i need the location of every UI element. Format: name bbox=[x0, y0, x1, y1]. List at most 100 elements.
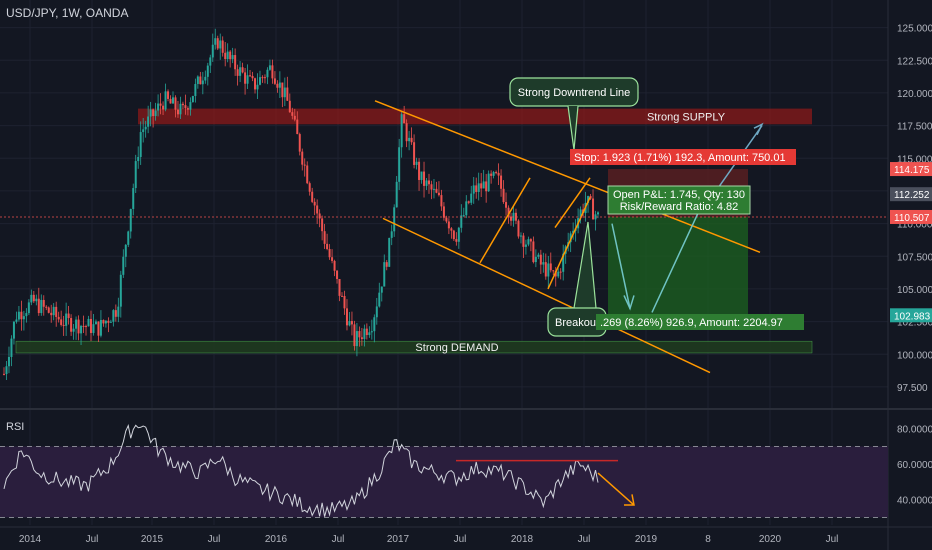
candle-body bbox=[514, 212, 517, 221]
candle-body bbox=[338, 279, 341, 296]
target-label-group: .269 (8.26%) 926.9, Amount: 2204.97 bbox=[596, 314, 804, 330]
candle-body bbox=[159, 103, 162, 106]
candle-body bbox=[447, 221, 450, 229]
candle-body bbox=[94, 321, 97, 325]
candle-body bbox=[480, 183, 483, 189]
candle-body bbox=[214, 38, 217, 45]
candle-body bbox=[137, 156, 140, 162]
candle-body bbox=[348, 321, 351, 326]
candle-body bbox=[383, 262, 386, 287]
candle-body bbox=[345, 308, 348, 326]
candle-body bbox=[301, 151, 304, 165]
candle-body bbox=[522, 235, 525, 247]
candle-body bbox=[291, 112, 294, 116]
candle-body bbox=[104, 320, 107, 324]
candle-body bbox=[341, 295, 344, 297]
candle-body bbox=[390, 231, 393, 238]
candle-body bbox=[35, 298, 38, 302]
candle-body bbox=[440, 195, 443, 207]
candle-body bbox=[87, 318, 90, 327]
candle-body bbox=[152, 109, 155, 117]
time-tick-label: 2016 bbox=[265, 534, 288, 545]
candle-body bbox=[281, 82, 284, 98]
candle-body bbox=[191, 96, 194, 103]
candle-body bbox=[398, 147, 401, 182]
candle-body bbox=[201, 80, 204, 85]
rsi-title: RSI bbox=[6, 421, 24, 433]
time-tick-label: 2017 bbox=[387, 534, 410, 545]
candle-body bbox=[495, 172, 498, 174]
candle-body bbox=[278, 82, 281, 88]
candle-body bbox=[206, 65, 209, 77]
candle-body bbox=[286, 87, 289, 101]
candle-body bbox=[542, 262, 545, 265]
candle-body bbox=[492, 172, 495, 176]
candle-body bbox=[552, 270, 555, 272]
candle-body bbox=[388, 237, 391, 267]
candle-body bbox=[181, 103, 184, 106]
candles bbox=[3, 28, 599, 380]
candle-body bbox=[229, 51, 232, 60]
candle-body bbox=[328, 249, 331, 258]
candle-body bbox=[15, 319, 18, 322]
candle-body bbox=[172, 97, 175, 104]
candle-body bbox=[75, 319, 78, 329]
candle-body bbox=[169, 98, 172, 104]
arrow-up-segment bbox=[651, 212, 699, 313]
candle-body bbox=[534, 256, 537, 263]
candle-body bbox=[119, 274, 122, 307]
target-label-box bbox=[596, 314, 804, 330]
candle-body bbox=[144, 126, 147, 130]
candle-body bbox=[360, 337, 363, 340]
rsi-tick-label: 80.0000 bbox=[897, 425, 932, 436]
candle-body bbox=[22, 316, 25, 320]
time-tick-label: 2015 bbox=[141, 534, 164, 545]
candle-body bbox=[236, 69, 239, 76]
candle-body bbox=[196, 76, 199, 84]
candle-body bbox=[99, 320, 102, 336]
candle-body bbox=[186, 108, 189, 110]
demand-zone bbox=[15, 340, 813, 354]
candle-body bbox=[27, 302, 30, 314]
candle-body bbox=[462, 215, 465, 217]
candle-body bbox=[589, 196, 592, 199]
candle-body bbox=[55, 306, 58, 317]
price-tick-label: 120.000 bbox=[897, 89, 932, 100]
price-tick-label: 102.500 bbox=[897, 318, 932, 329]
candle-body bbox=[254, 78, 257, 90]
price-tick-label: 107.500 bbox=[897, 252, 932, 263]
stop-label: Stop: 1.923 (1.71%) 192.3, Amount: 750.0… bbox=[574, 152, 786, 164]
candle-body bbox=[89, 318, 92, 333]
downtrend-upper-line bbox=[374, 100, 761, 254]
candle-body bbox=[475, 185, 478, 192]
candle-body bbox=[427, 180, 430, 185]
candle-body bbox=[308, 183, 311, 192]
candle-body bbox=[85, 326, 88, 328]
rsi-down-arrow-head bbox=[624, 494, 635, 506]
candle-body bbox=[544, 262, 547, 277]
candle-body bbox=[482, 181, 485, 189]
stop-label-box bbox=[570, 149, 796, 165]
candle-body bbox=[132, 188, 135, 209]
candle-body bbox=[112, 310, 115, 322]
candle-body bbox=[226, 51, 229, 60]
candle-body bbox=[311, 191, 314, 202]
flag-line-1 bbox=[479, 177, 531, 264]
rsi-down-arrow bbox=[597, 472, 635, 506]
candle-body bbox=[239, 67, 242, 76]
candle-body bbox=[557, 271, 560, 277]
candle-body bbox=[336, 270, 339, 280]
candle-body bbox=[32, 294, 35, 302]
candle-body bbox=[410, 137, 413, 143]
candle-body bbox=[524, 244, 527, 247]
price-marker-box bbox=[890, 162, 932, 177]
candle-body bbox=[147, 116, 150, 127]
rsi-line bbox=[3, 423, 599, 517]
candle-body bbox=[12, 321, 15, 339]
candle-body bbox=[592, 198, 595, 220]
demand-zone-label: Strong DEMAND bbox=[415, 342, 498, 354]
candle-body bbox=[519, 235, 522, 237]
candle-body bbox=[266, 69, 269, 78]
